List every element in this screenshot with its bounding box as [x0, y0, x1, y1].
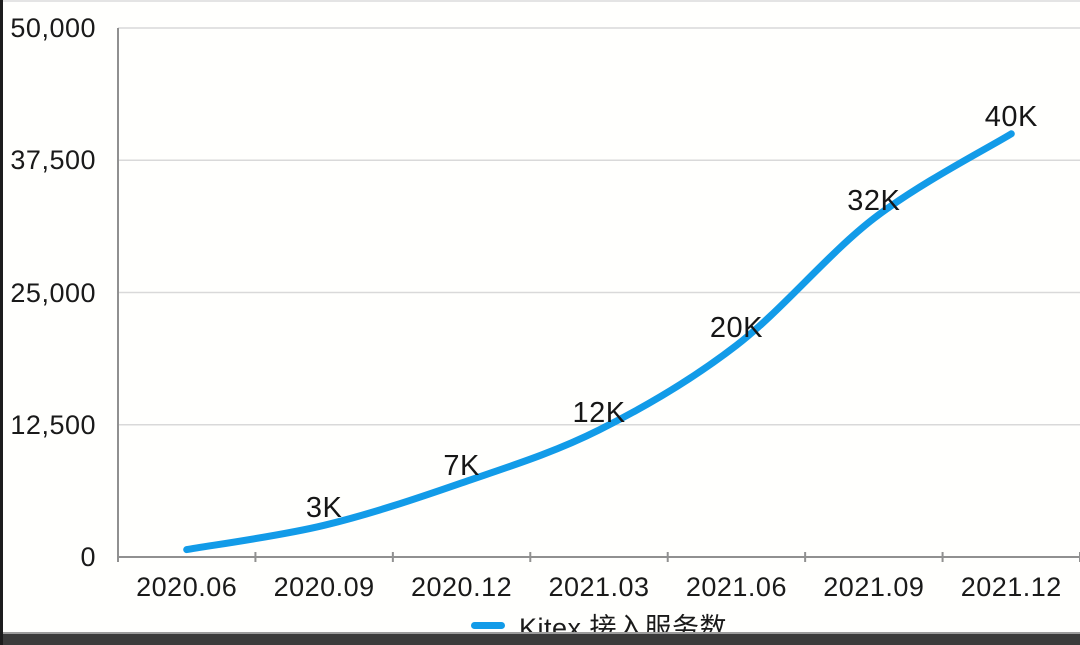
window-left-edge — [0, 0, 3, 645]
data-label-20k: 20K — [709, 312, 763, 345]
data-label-32k: 32K — [847, 185, 901, 218]
y-tick-label: 25,000 — [10, 277, 96, 308]
data-label-12k: 12K — [572, 397, 626, 430]
x-tick-label: 2020.06 — [136, 572, 238, 602]
y-tick-label: 12,500 — [10, 409, 96, 440]
data-label-7k: 7K — [443, 449, 480, 482]
x-tick-label: 2020.12 — [411, 572, 513, 602]
x-tick-label: 2021.12 — [960, 572, 1062, 602]
legend-line-marker-icon — [470, 621, 505, 629]
series-line-kitex — [183, 130, 1015, 554]
x-tick-label: 2021.03 — [548, 572, 650, 602]
x-tick-label: 2020.09 — [273, 572, 375, 602]
x-tick-label: 2021.06 — [685, 572, 787, 602]
x-tick-label: 2021.09 — [823, 572, 925, 602]
data-label-40k: 40K — [984, 100, 1038, 133]
y-tick-label: 50,000 — [10, 13, 96, 43]
y-tick-label: 37,500 — [10, 145, 96, 176]
y-tick-label: 0 — [80, 542, 96, 572]
data-label-3k: 3K — [305, 492, 343, 525]
window-bottom-bar — [0, 632, 1080, 645]
window-top-edge — [0, 0, 1080, 2]
